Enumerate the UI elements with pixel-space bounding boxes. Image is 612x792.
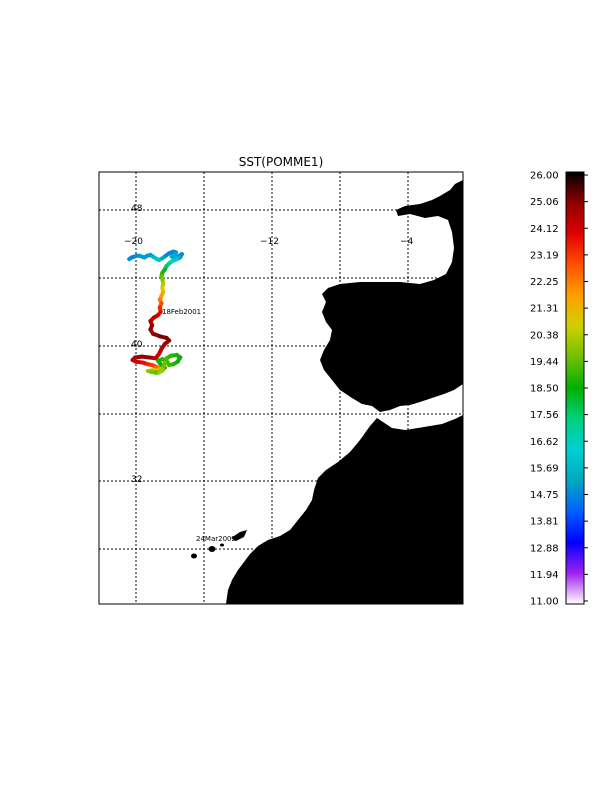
colorbar-gradient bbox=[565, 171, 585, 605]
plot-title: SST(POMME1) bbox=[238, 155, 324, 169]
canary-island-1 bbox=[191, 553, 197, 559]
track-layer bbox=[127, 249, 184, 375]
track-segment bbox=[156, 367, 165, 375]
colorbar-tick-label: 16.62 bbox=[530, 437, 559, 448]
colorbar-tick-label: 15.69 bbox=[530, 463, 559, 474]
colorbar-tick-label: 22.25 bbox=[530, 277, 559, 288]
lat-label-3: 32 bbox=[131, 475, 142, 485]
colorbar-tick-label: 18.50 bbox=[530, 384, 559, 395]
lat-label-2: 40 bbox=[131, 340, 143, 350]
colorbar-tick-label: 23.19 bbox=[530, 250, 559, 261]
canary-island-3 bbox=[231, 530, 247, 541]
colorbar-tick-label: 17.56 bbox=[530, 410, 559, 421]
colorbar-tick-label: 11.00 bbox=[530, 597, 559, 608]
colorbar-tick-label: 11.94 bbox=[530, 570, 559, 581]
iberia-landmass bbox=[320, 180, 463, 412]
canary-island-4 bbox=[220, 543, 224, 547]
end-date-label: 24Mar2002 bbox=[196, 535, 236, 543]
colorbar-ticks: 26.00 25.06 24.12 23.19 22.25 21.31 20.38 19.44… bbox=[530, 171, 588, 608]
lat-label-1: 48 bbox=[131, 204, 143, 214]
lon-label-2: −12 bbox=[260, 237, 279, 247]
colorbar-tick-label: 24.12 bbox=[530, 224, 559, 235]
colorbar-tick-label: 14.75 bbox=[530, 490, 559, 501]
colorbar-tick-label: 12.88 bbox=[530, 543, 559, 554]
colorbar-tick-label: 26.00 bbox=[530, 171, 559, 182]
start-date-label: 18Feb2001 bbox=[162, 308, 201, 316]
colorbar-tick-label: 21.31 bbox=[530, 304, 559, 315]
colorbar: 26.00 25.06 24.12 23.19 22.25 21.31 20.38 19.44… bbox=[530, 171, 588, 608]
colorbar-tick-label: 25.06 bbox=[530, 197, 559, 208]
lon-label-1: −20 bbox=[124, 237, 143, 247]
colorbar-tick-label: 19.44 bbox=[530, 357, 559, 368]
colorbar-tick-label: 20.38 bbox=[530, 330, 559, 341]
graticule bbox=[99, 172, 463, 604]
colorbar-tick-label: 13.81 bbox=[530, 517, 559, 528]
land-layer bbox=[191, 180, 463, 604]
africa-landmass bbox=[226, 415, 463, 604]
map-frame bbox=[98, 171, 464, 605]
lon-label-3: −4 bbox=[400, 237, 414, 247]
